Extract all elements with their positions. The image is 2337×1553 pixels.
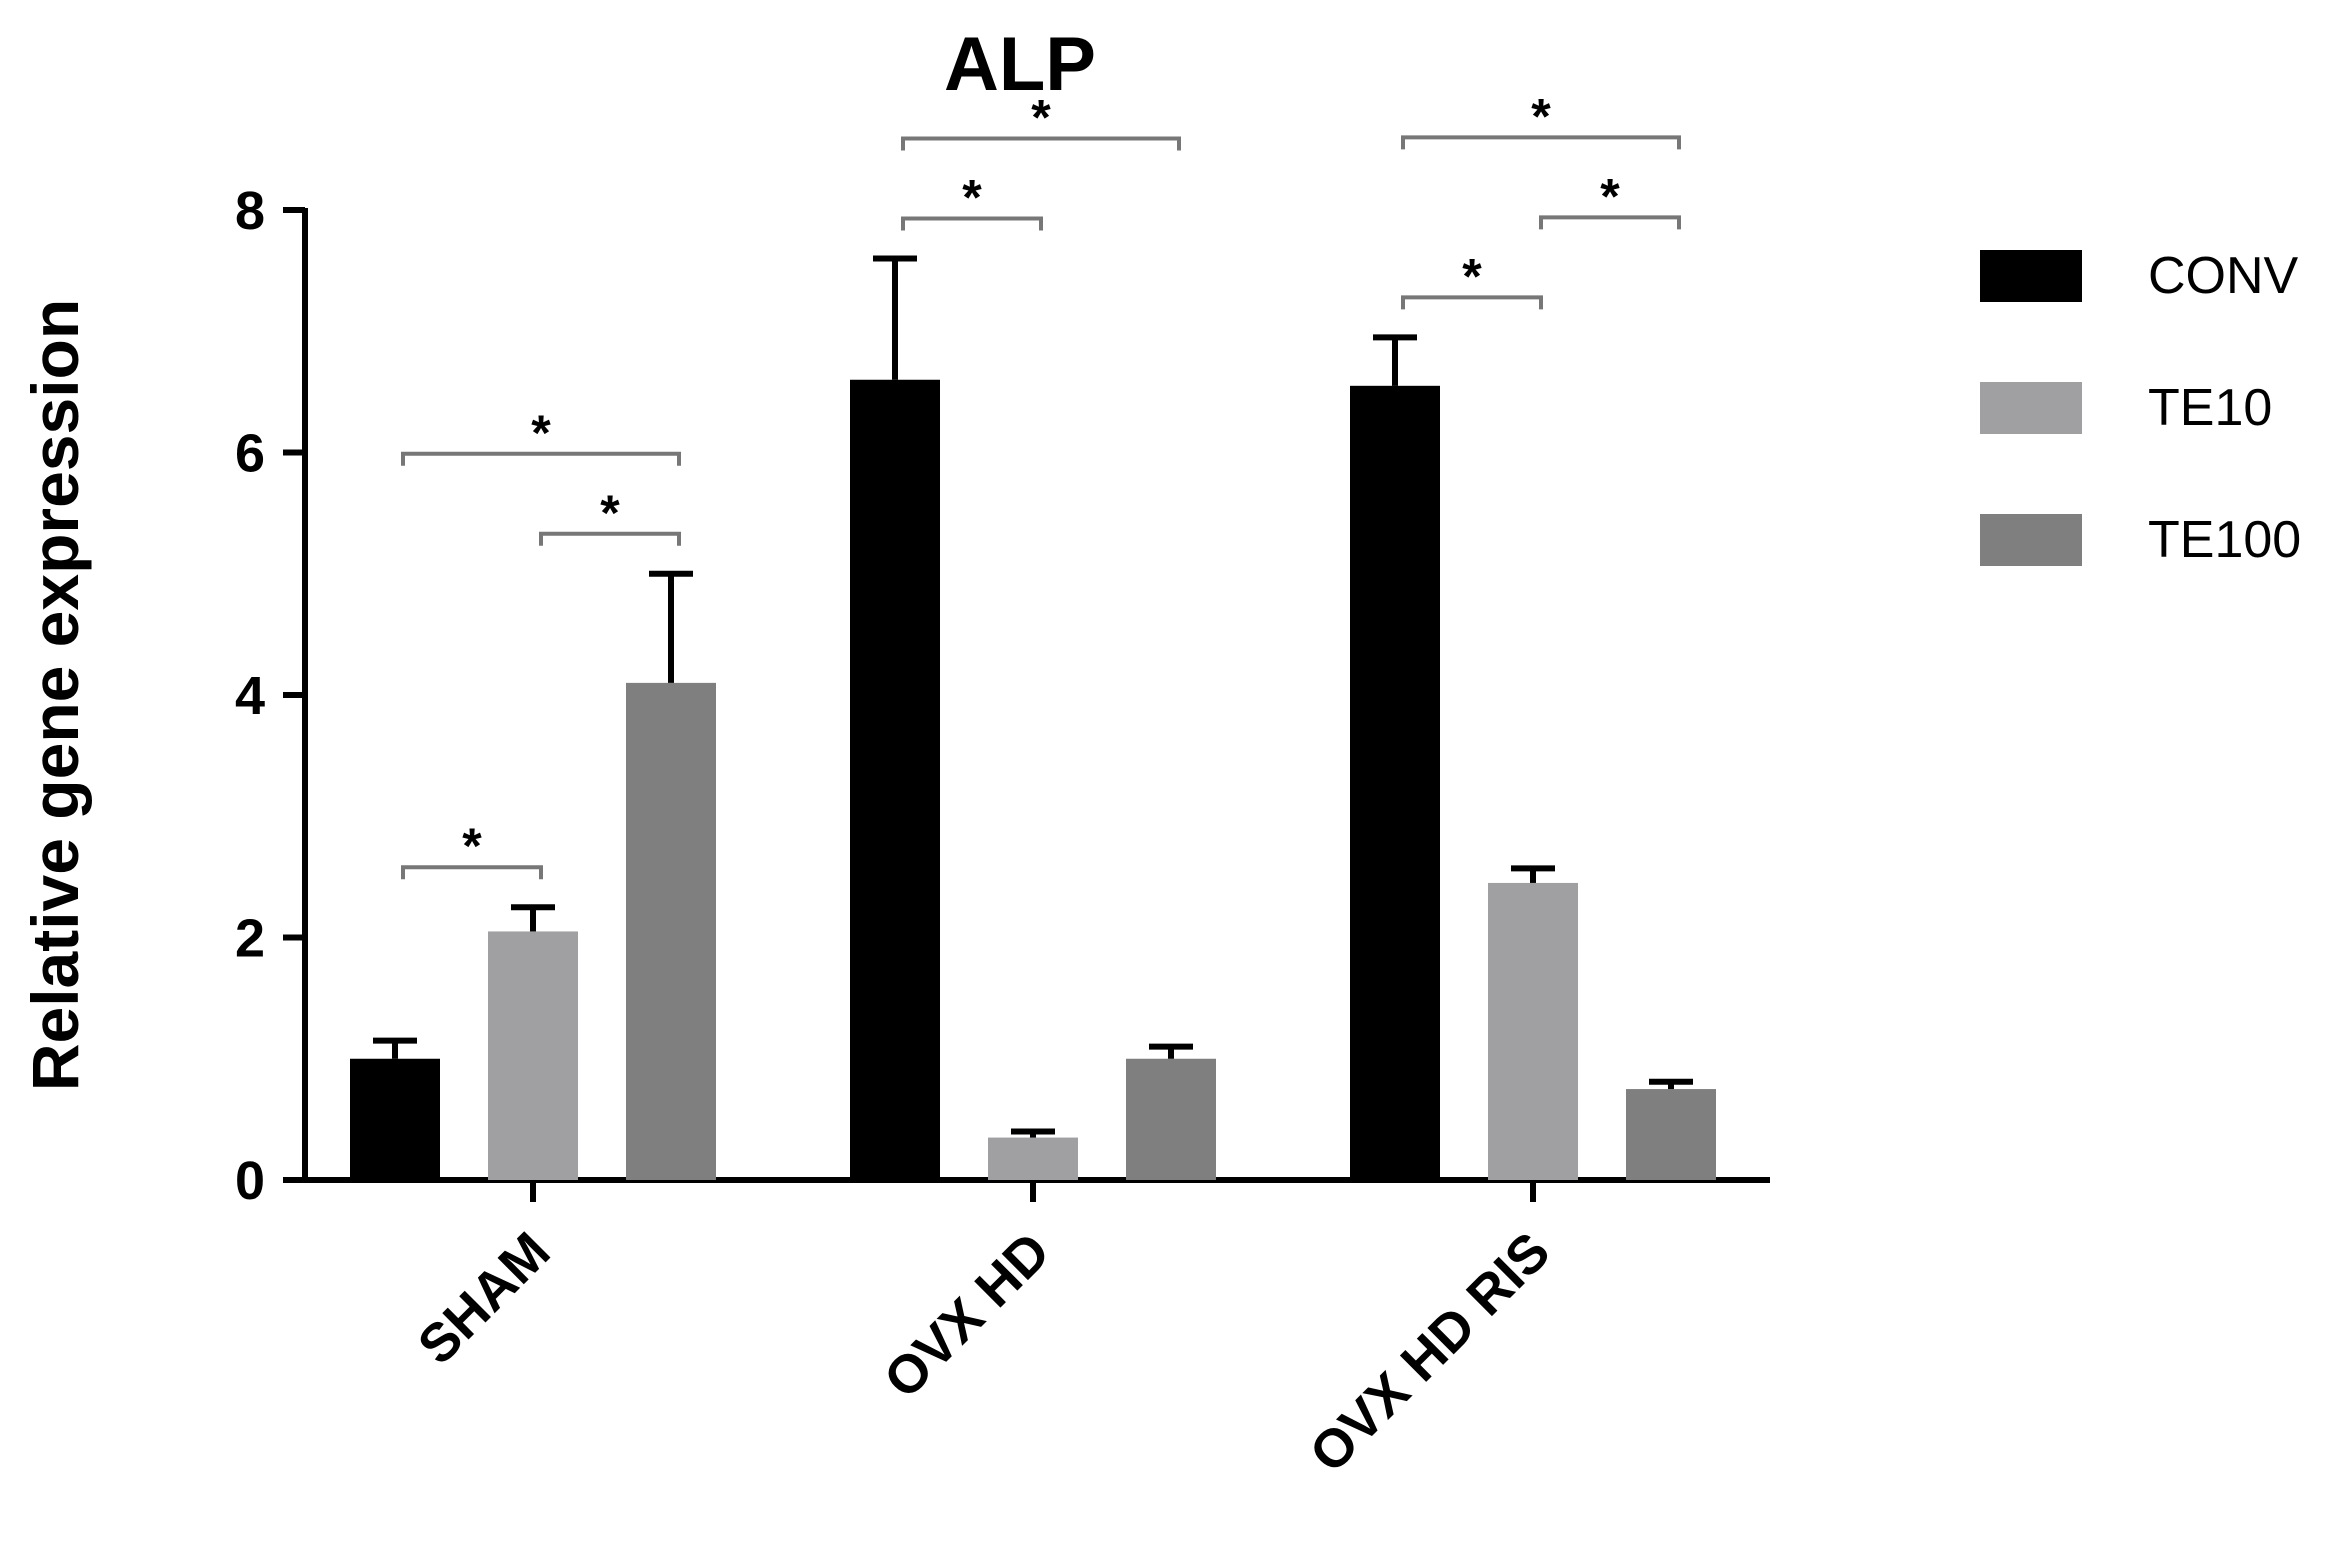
y-tick-label: 0 xyxy=(235,1151,265,1211)
bar xyxy=(1350,385,1440,1180)
bar xyxy=(626,682,716,1180)
bar xyxy=(1126,1058,1216,1180)
bar xyxy=(988,1137,1078,1180)
significance-bracket xyxy=(401,865,543,880)
legend: CONV TE10 TE100 xyxy=(1980,247,2301,569)
y-tick-label: 6 xyxy=(235,424,265,484)
x-tick-label: OVX HD RIS xyxy=(1298,1221,1561,1484)
significance-bracket xyxy=(1539,215,1681,230)
significance-star: * xyxy=(1600,168,1620,224)
y-tick-label: 4 xyxy=(235,666,265,726)
y-axis-label: Relative gene expression xyxy=(18,299,92,1091)
significance-star: * xyxy=(1462,248,1482,304)
significance-bracket xyxy=(539,531,681,546)
bars xyxy=(350,379,1716,1180)
bar xyxy=(350,1058,440,1180)
bar xyxy=(1488,882,1578,1180)
x-tick-label: OVX HD xyxy=(873,1221,1062,1410)
significance-bracket xyxy=(901,136,1181,151)
significance-star: * xyxy=(1031,90,1051,146)
bar xyxy=(1626,1089,1716,1180)
significance-bracket xyxy=(401,451,681,466)
significance-star: * xyxy=(962,170,982,226)
significance-star: * xyxy=(531,405,551,461)
significance-bracket xyxy=(901,216,1043,231)
legend-swatch xyxy=(1980,382,2082,434)
significance-bracket xyxy=(1401,295,1543,310)
x-tick-label: SHAM xyxy=(407,1221,562,1376)
legend-label: CONV xyxy=(2148,247,2299,305)
significance-brackets: * * * * * * * * xyxy=(401,88,1681,880)
chart-title: ALP xyxy=(944,22,1096,107)
significance-bracket xyxy=(1401,135,1681,150)
legend-swatch xyxy=(1980,514,2082,566)
bar xyxy=(488,931,578,1180)
y-tick-label: 8 xyxy=(235,181,265,241)
x-tick-labels: SHAM OVX HD OVX HD RIS xyxy=(407,1221,1562,1484)
significance-star: * xyxy=(600,485,620,541)
error-bars xyxy=(373,255,1693,1138)
legend-label: TE10 xyxy=(2148,379,2272,437)
bar xyxy=(850,379,940,1180)
legend-label: TE100 xyxy=(2148,511,2301,569)
legend-swatch xyxy=(1980,250,2082,302)
significance-star: * xyxy=(462,818,482,874)
significance-star: * xyxy=(1531,88,1551,144)
y-tick-label: 2 xyxy=(235,909,265,969)
